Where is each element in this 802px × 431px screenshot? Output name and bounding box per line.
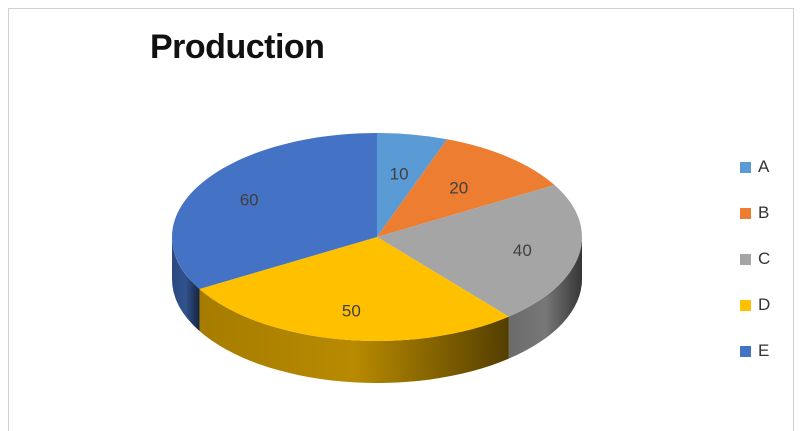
data-label-b: 20 xyxy=(449,179,468,198)
pie-side-shade-d xyxy=(199,289,509,383)
legend-swatch-c xyxy=(740,253,751,265)
legend-item-c: C xyxy=(740,249,770,269)
pie-slices xyxy=(172,133,582,341)
legend-label-a: A xyxy=(758,157,770,176)
legend-label-c: C xyxy=(758,249,771,268)
chart-legend: A B C D E xyxy=(740,157,770,387)
legend-swatch-d xyxy=(740,299,751,311)
pie-slice-b xyxy=(377,139,555,237)
pie-side-shade-e xyxy=(172,237,200,331)
legend-label-e: E xyxy=(758,341,770,360)
pie-slice-e xyxy=(172,133,377,289)
pie-side-shade-c xyxy=(508,237,582,359)
pie-slice-a xyxy=(377,133,448,237)
legend-swatch-a xyxy=(740,161,751,173)
data-label-a: 10 xyxy=(390,164,409,183)
pie-slice-d xyxy=(199,237,509,341)
legend-swatch-b xyxy=(740,207,751,219)
legend-label-d: D xyxy=(758,295,771,314)
data-label-d: 50 xyxy=(342,302,361,321)
legend-item-a: A xyxy=(740,157,770,177)
pie-slice-c xyxy=(377,185,582,317)
legend-item-e: E xyxy=(740,341,770,361)
pie-data-labels: 10 20 40 50 60 xyxy=(240,164,532,320)
chart-title: Production xyxy=(150,28,325,66)
legend-item-b: B xyxy=(740,203,770,223)
pie-sides xyxy=(172,237,582,383)
legend-swatch-e xyxy=(740,345,751,357)
legend-item-d: D xyxy=(740,295,770,315)
data-label-c: 40 xyxy=(513,241,532,260)
legend-label-b: B xyxy=(758,203,770,222)
data-label-e: 60 xyxy=(240,191,259,210)
